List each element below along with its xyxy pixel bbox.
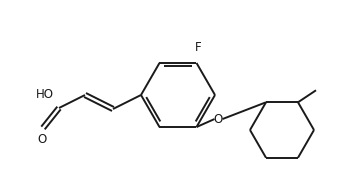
Text: O: O (214, 113, 223, 125)
Text: HO: HO (36, 88, 54, 101)
Text: O: O (38, 133, 47, 146)
Text: F: F (195, 41, 202, 54)
